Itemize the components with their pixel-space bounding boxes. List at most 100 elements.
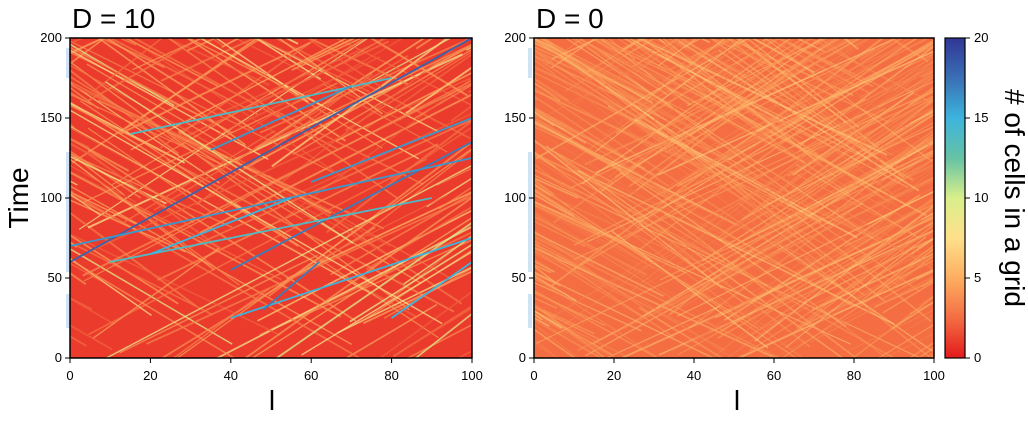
heatmap-streak <box>243 196 472 358</box>
heatmap-streak <box>534 250 643 318</box>
heatmap-streak <box>87 149 357 322</box>
heatmap-streak <box>534 140 639 207</box>
heatmap-streak <box>83 79 472 282</box>
heatmap-streak <box>905 75 934 94</box>
heatmap-streak <box>534 205 650 271</box>
heatmap-streak <box>254 38 322 80</box>
heatmap-streak <box>380 234 472 308</box>
heatmap-streak <box>301 250 472 356</box>
heatmap-streak <box>677 191 934 317</box>
heatmap-streak <box>639 42 934 223</box>
heatmap-streak <box>595 38 744 153</box>
heatmap-streak <box>854 244 934 307</box>
colorbar-tick-label: 0 <box>974 350 981 365</box>
x-tick-label: 100 <box>923 368 945 383</box>
heatmap-streak <box>852 0 973 11</box>
heatmap-streak <box>534 42 634 91</box>
heatmap-streak <box>108 38 259 116</box>
heatmap-streak <box>70 80 231 165</box>
colorbar-tick-label: 20 <box>974 30 988 45</box>
heatmap-streak <box>70 84 240 164</box>
heatmap-streak <box>534 116 682 205</box>
y-tick-label: 100 <box>504 190 526 205</box>
heatmap-streak <box>881 151 934 181</box>
heatmap-streak <box>710 38 889 123</box>
heatmap-streak <box>534 238 618 288</box>
heatmap-streak <box>585 202 864 357</box>
heatmap-streak <box>605 305 721 358</box>
heatmap-streak <box>406 323 472 358</box>
heatmap-streak <box>882 333 934 358</box>
heatmap-streak <box>534 289 659 358</box>
heatmap-streak <box>534 289 585 323</box>
heatmap-streak <box>856 0 1028 20</box>
heatmap-streak <box>534 94 670 188</box>
heatmap-streak <box>184 40 390 138</box>
heatmap-streak <box>686 38 827 107</box>
heatmap-streak <box>847 135 934 190</box>
heatmap-streak <box>573 95 934 261</box>
heatmap-streak <box>164 0 740 19</box>
heatmap-streak <box>786 38 844 76</box>
heatmap-streak <box>877 0 993 14</box>
heatmap-streak <box>716 38 836 99</box>
heatmap-streak <box>114 0 400 26</box>
heatmap-streak <box>608 81 921 254</box>
heatmap-streak <box>788 169 917 236</box>
heatmap-streak <box>551 38 601 60</box>
heatmap-streak <box>877 0 987 36</box>
heatmap-streak <box>690 0 1028 27</box>
heatmap-streak <box>740 75 934 222</box>
axis-ticks-d10: 0 20 40 60 80 100 0 50 100 150 200 <box>40 30 483 383</box>
heatmap-streak <box>638 306 724 358</box>
heatmap-streak <box>592 38 648 78</box>
heatmap-streak <box>826 132 934 219</box>
heatmap-streak <box>666 0 1028 24</box>
panel-d10-side-mark <box>66 152 70 272</box>
heatmap-streak <box>738 202 866 296</box>
x-tick-label: 100 <box>461 368 483 383</box>
heatmap-streak <box>403 235 472 285</box>
heatmap-streak <box>70 137 130 172</box>
heatmap-streak <box>534 38 672 106</box>
heatmap-streak <box>534 318 603 358</box>
heatmap-streak <box>405 66 472 115</box>
heatmap-streak <box>534 201 686 274</box>
heatmap-streak <box>111 89 278 186</box>
dense-streak <box>150 197 292 255</box>
heatmap-streak <box>595 38 899 174</box>
heatmap-streak <box>345 50 472 131</box>
heatmap-streak <box>877 323 934 358</box>
axis-ticks-d0: 0 20 40 60 80 100 0 50 100 150 200 <box>504 30 945 383</box>
heatmap-streak <box>70 247 233 345</box>
heatmap-streak <box>553 38 811 224</box>
heatmap-streak <box>365 205 472 271</box>
heatmap-streak <box>720 192 880 268</box>
heatmap-streak <box>740 38 748 42</box>
heatmap-d10 <box>70 0 472 358</box>
heatmap-streak <box>864 199 934 235</box>
heatmap-streak <box>70 191 138 226</box>
y-tick-label: 150 <box>40 110 62 125</box>
heatmap-streak <box>868 247 934 301</box>
heatmap-streak <box>534 291 606 327</box>
heatmap-streak <box>336 266 472 334</box>
heatmap-streak <box>581 38 793 185</box>
heatmap-streak <box>787 0 1010 25</box>
heatmap-streak <box>534 89 835 227</box>
heatmap-streak <box>534 89 819 223</box>
heatmap-streak <box>160 226 376 358</box>
heatmap-streak <box>745 38 860 128</box>
heatmap-streak <box>247 0 572 14</box>
heatmap-streak <box>680 38 914 181</box>
heatmap-streak <box>292 48 472 156</box>
heatmap-streak <box>851 295 934 358</box>
heatmap-streak <box>752 38 898 139</box>
heatmap-streak <box>534 156 709 271</box>
heatmap-streak <box>70 257 152 317</box>
heatmap-streak <box>725 129 934 276</box>
heatmap-streak <box>97 38 247 146</box>
dense-streak <box>230 141 472 271</box>
